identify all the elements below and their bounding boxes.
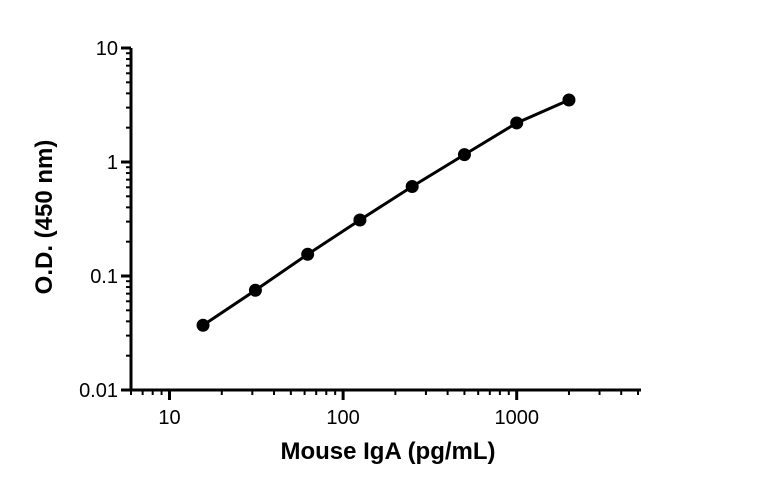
data-point — [510, 116, 524, 130]
data-point — [405, 179, 419, 193]
y-tick-label: 0.01 — [79, 380, 118, 402]
data-point — [248, 283, 262, 297]
data-point — [301, 247, 315, 261]
data-point — [562, 93, 576, 107]
x-axis-title: Mouse IgA (pg/mL) — [280, 438, 495, 465]
y-axis: 0.01 0.1 1 10 — [79, 38, 133, 402]
y-tick-label: 0.1 — [90, 266, 118, 288]
data-point — [353, 213, 367, 227]
y-tick-label: 1 — [107, 152, 118, 174]
data-point — [457, 148, 471, 162]
x-tick-label: 10 — [158, 407, 180, 429]
data-point — [196, 318, 210, 332]
x-tick-label: 100 — [326, 407, 359, 429]
y-axis-title: O.D. (450 nm) — [31, 140, 58, 295]
plot-area — [196, 93, 576, 332]
curve-line — [202, 98, 570, 327]
x-tick-label: 1000 — [494, 407, 539, 429]
x-axis: 10 100 1000 — [129, 388, 641, 429]
y-tick-label: 10 — [96, 38, 118, 60]
